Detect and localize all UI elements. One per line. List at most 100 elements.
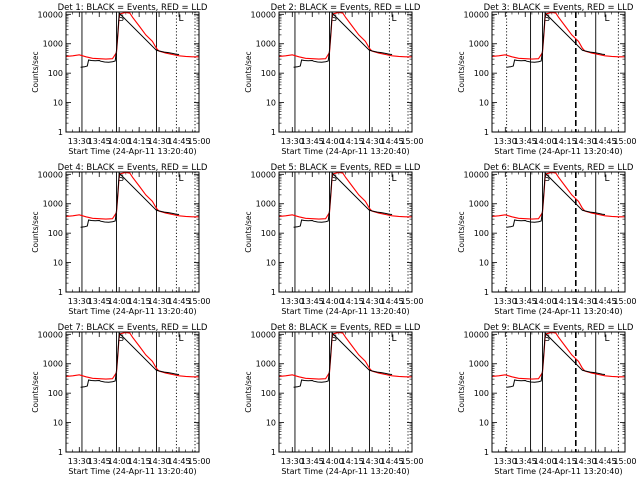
y-tick-label: 1 [271, 448, 276, 457]
x-tick-label: 14:45 [381, 137, 404, 146]
y-tick-label: 1000 [469, 40, 489, 49]
top-marker-label: L [392, 14, 397, 24]
x-axis-label: Start Time (24-Apr-11 13:20:40) [68, 307, 196, 316]
x-tick-label: 15:00 [613, 137, 636, 146]
x-tick-label: 14:45 [168, 137, 191, 146]
events-series-line [506, 12, 606, 68]
x-tick-label: 13:45 [301, 457, 324, 466]
x-tick-label: 13:30 [281, 297, 304, 306]
x-tick-label: 13:45 [301, 297, 324, 306]
top-marker-label: S [331, 14, 337, 24]
y-axis-label: Counts/sec [457, 51, 466, 92]
y-axis-label: Counts/sec [244, 371, 253, 412]
x-tick-label: 14:30 [148, 137, 171, 146]
y-tick-label: 1000 [43, 40, 63, 49]
y-tick-label: 10000 [464, 10, 489, 19]
plot-frame [65, 331, 200, 453]
x-tick-label: 14:00 [108, 297, 131, 306]
y-tick-label: 10 [266, 99, 276, 108]
panel-det-1: Det 1: BLACK = Events, RED = LLD 1 10 100 10… [31, 3, 211, 156]
events-series-line [293, 12, 393, 68]
x-tick-label: 14:15 [128, 457, 151, 466]
y-tick-label: 100 [474, 389, 489, 398]
x-tick-label: 14:30 [574, 137, 597, 146]
top-marker-label: L [605, 174, 610, 184]
y-tick-label: 10 [53, 419, 63, 428]
top-marker-label: S [331, 334, 337, 344]
y-tick-label: 100 [261, 69, 276, 78]
x-axis-label: Start Time (24-Apr-11 13:20:40) [494, 467, 622, 476]
y-tick-label: 10 [53, 259, 63, 268]
y-tick-label: 100 [48, 69, 63, 78]
plot-frame [278, 11, 413, 133]
x-axis-label: Start Time (24-Apr-11 13:20:40) [281, 467, 409, 476]
x-tick-label: 14:00 [108, 457, 131, 466]
y-tick-label: 1 [58, 288, 63, 297]
x-tick-label: 14:00 [534, 457, 557, 466]
top-marker-label: L [392, 334, 397, 344]
y-tick-label: 10000 [38, 10, 63, 19]
x-tick-label: 14:45 [381, 457, 404, 466]
y-tick-label: 100 [261, 229, 276, 238]
top-marker-label: S [544, 334, 550, 344]
y-tick-label: 10000 [464, 170, 489, 179]
x-tick-label: 14:00 [321, 137, 344, 146]
plot-frame [491, 171, 626, 293]
x-tick-label: 14:15 [554, 457, 577, 466]
y-tick-label: 100 [474, 229, 489, 238]
x-tick-label: 13:45 [514, 457, 537, 466]
y-tick-label: 1000 [256, 200, 276, 209]
x-tick-label: 14:00 [108, 137, 131, 146]
y-tick-label: 1 [484, 448, 489, 457]
x-tick-label: 14:15 [341, 137, 364, 146]
x-tick-label: 14:45 [381, 297, 404, 306]
events-series-line [506, 172, 606, 228]
x-tick-label: 14:30 [148, 297, 171, 306]
y-tick-label: 10 [266, 419, 276, 428]
x-tick-label: 14:30 [148, 457, 171, 466]
x-tick-label: 13:30 [494, 297, 517, 306]
panel-det-8: Det 8: BLACK = Events, RED = LLD 1 10 100 10… [244, 323, 424, 476]
events-series-line [293, 332, 393, 388]
x-tick-label: 13:30 [494, 457, 517, 466]
y-tick-label: 10 [53, 99, 63, 108]
top-marker-label: S [544, 14, 550, 24]
y-axis-label: Counts/sec [244, 51, 253, 92]
y-axis-label: Counts/sec [457, 211, 466, 252]
y-axis-label: Counts/sec [457, 371, 466, 412]
panel-title: Det 8: BLACK = Events, RED = LLD [271, 323, 421, 333]
y-tick-label: 100 [48, 389, 63, 398]
y-tick-label: 100 [261, 389, 276, 398]
y-tick-label: 1000 [256, 40, 276, 49]
y-tick-label: 100 [474, 69, 489, 78]
y-tick-label: 10 [479, 419, 489, 428]
y-tick-label: 1 [271, 128, 276, 137]
plot-frame [65, 171, 200, 293]
x-tick-label: 14:30 [361, 457, 384, 466]
plot-frame [491, 331, 626, 453]
y-tick-label: 10000 [251, 170, 276, 179]
y-axis-label: Counts/sec [31, 371, 40, 412]
x-tick-label: 13:45 [514, 137, 537, 146]
x-tick-label: 14:30 [574, 297, 597, 306]
x-tick-label: 14:15 [341, 457, 364, 466]
plot-frame [491, 11, 626, 133]
x-tick-label: 14:45 [594, 457, 617, 466]
top-marker-label: L [605, 14, 610, 24]
y-tick-label: 1000 [43, 360, 63, 369]
plot-frame [278, 331, 413, 453]
x-tick-label: 14:30 [361, 297, 384, 306]
x-tick-label: 15:00 [187, 297, 210, 306]
x-tick-label: 13:30 [68, 297, 91, 306]
top-marker-label: L [179, 334, 184, 344]
lld-series-line [492, 332, 625, 380]
x-tick-label: 14:00 [321, 297, 344, 306]
x-tick-label: 13:45 [514, 297, 537, 306]
x-tick-label: 14:15 [128, 297, 151, 306]
y-tick-label: 10 [479, 99, 489, 108]
events-series-line [80, 332, 180, 388]
top-marker-label: S [118, 334, 124, 344]
x-tick-label: 13:30 [68, 137, 91, 146]
x-tick-label: 14:00 [321, 457, 344, 466]
